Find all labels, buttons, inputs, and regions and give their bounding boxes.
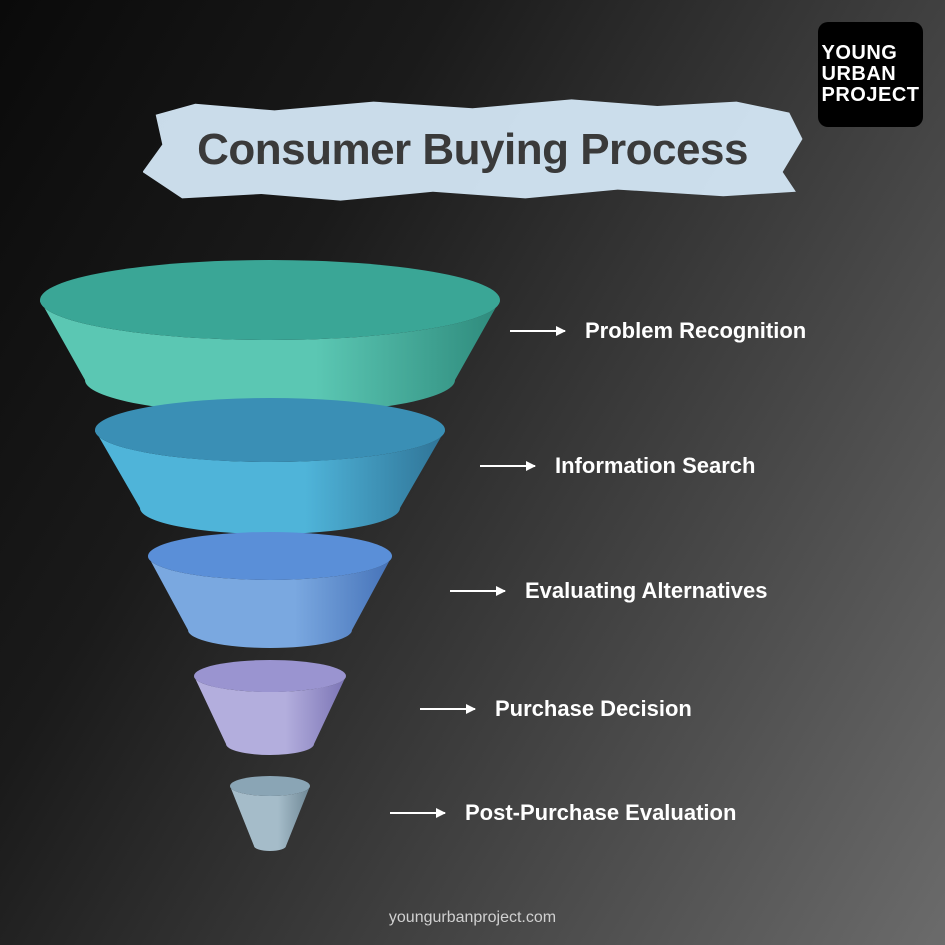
stage-label-text: Evaluating Alternatives [525,578,767,604]
logo-line-2: URBAN [822,64,920,85]
arrow-icon [450,590,505,592]
brand-logo: YOUNG URBAN PROJECT [818,22,923,127]
arrow-icon [420,708,475,710]
funnel-stage-label: Evaluating Alternatives [450,578,767,604]
funnel-stage-label: Problem Recognition [510,318,806,344]
stage-label-text: Problem Recognition [585,318,806,344]
arrow-icon [480,465,535,467]
funnel-stage-label: Post-Purchase Evaluation [390,800,736,826]
stage-label-text: Information Search [555,453,755,479]
page-title: Consumer Buying Process [197,125,748,175]
stage-label-text: Post-Purchase Evaluation [465,800,736,826]
logo-line-3: PROJECT [822,85,920,106]
funnel-stage-label: Information Search [480,453,755,479]
funnel-labels: Problem Recognition Information Search Eva… [450,260,930,880]
footer-url: youngurbanproject.com [389,909,556,927]
title-container: Consumer Buying Process [143,95,803,205]
arrow-icon [390,812,445,814]
funnel-chart [30,260,510,880]
logo-line-1: YOUNG [822,43,920,64]
arrow-icon [510,330,565,332]
funnel-stage-label: Purchase Decision [420,696,692,722]
stage-label-text: Purchase Decision [495,696,692,722]
